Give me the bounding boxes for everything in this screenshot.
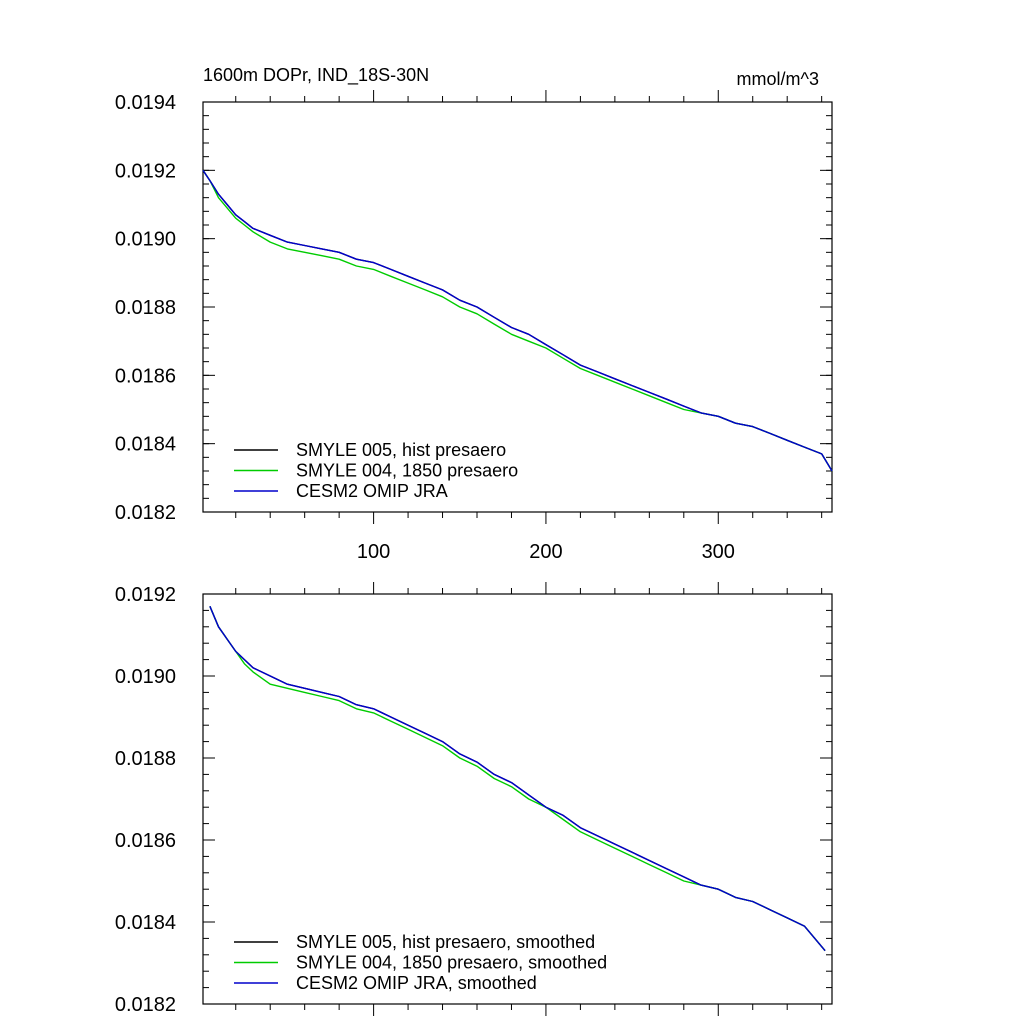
y-tick-label: 0.0192 (115, 160, 176, 182)
y-tick-label: 0.0192 (115, 584, 176, 606)
legend-label: CESM2 OMIP JRA (296, 481, 448, 501)
series-line (209, 606, 826, 952)
legend-label: SMYLE 004, 1850 presaero, smoothed (296, 953, 607, 973)
series-line (209, 606, 826, 952)
y-tick-label: 0.0188 (115, 748, 176, 770)
top-panel: 0.0182 0.0184 0.0186 0.0188 0.0190 0.0192 0.01… (115, 90, 833, 563)
bottom-panel: 0.0182 0.0184 0.0186 0.0188 0.0190 0.0192 SMYL… (115, 582, 833, 1016)
legend-label: SMYLE 005, hist presaero (296, 440, 506, 460)
series-line (202, 169, 833, 472)
x-tick-label: 100 (357, 541, 390, 563)
plot-frame (202, 593, 833, 1005)
y-tick-label: 0.0190 (115, 229, 176, 251)
y-tick-label: 0.0182 (115, 502, 176, 524)
y-tick-label: 0.0184 (115, 912, 176, 934)
y-tick-label: 0.0190 (115, 666, 176, 688)
x-tick-label: 300 (702, 541, 735, 563)
series-line (209, 606, 826, 952)
y-tick-label: 0.0184 (115, 434, 176, 456)
y-tick-label: 0.0182 (115, 994, 176, 1016)
series-line (202, 169, 833, 472)
figure-title: 1600m DOPr, IND_18S-30N (203, 65, 429, 86)
series-line (202, 169, 833, 472)
legend-label: SMYLE 005, hist presaero, smoothed (296, 932, 595, 952)
y-tick-label: 0.0194 (115, 92, 176, 114)
legend-label: SMYLE 004, 1850 presaero (296, 461, 518, 481)
y-tick-label: 0.0186 (115, 830, 176, 852)
y-tick-label: 0.0186 (115, 365, 176, 387)
legend-label: CESM2 OMIP JRA, smoothed (296, 973, 537, 993)
figure-units: mmol/m^3 (737, 69, 819, 89)
y-tick-label: 0.0188 (115, 297, 176, 319)
x-tick-label: 200 (529, 541, 562, 563)
